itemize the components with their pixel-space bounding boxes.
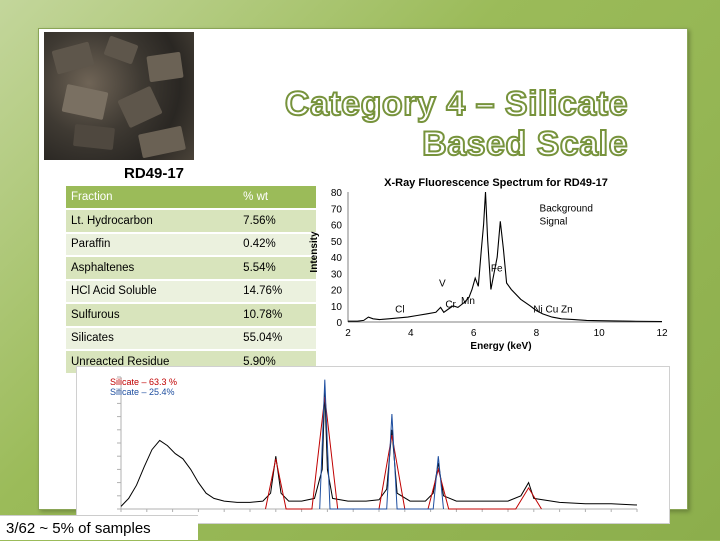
table-cell-fraction: Paraffin	[66, 232, 239, 257]
xrf-spectrum-chart: X-Ray Fluorescence Spectrum for RD49-17 …	[309, 177, 668, 352]
table-header-fraction: Fraction	[66, 186, 239, 210]
table-cell-wt: 14.76%	[238, 279, 316, 304]
table-header-wt: % wt	[238, 186, 316, 210]
table-row: Sulfurous 10.78%	[66, 303, 316, 328]
table-cell-fraction: HCl Acid Soluble	[66, 279, 239, 304]
slide-title-line1: Category 4 – Silicate	[284, 84, 629, 124]
table-cell-wt: 55.04%	[238, 326, 316, 351]
y-tick-label: 30	[331, 269, 343, 280]
spectra-legend: Silicate – 63.3 % Silicate – 25.4%	[110, 377, 177, 397]
slide-title-line2: Based Scale	[421, 124, 628, 164]
y-tick-label: 40	[331, 253, 343, 264]
table-cell-wt: 10.78%	[238, 303, 316, 328]
y-tick-label: 10	[331, 302, 343, 313]
x-tick-label: 6	[471, 328, 477, 339]
peak-annotation: Mn	[461, 296, 475, 307]
y-tick-label: 70	[331, 204, 343, 215]
table-row: Paraffin 0.42%	[66, 232, 316, 257]
spectra-series-line	[265, 396, 542, 510]
table-row: HCl Acid Soluble 14.76%	[66, 279, 316, 304]
spectra-series-line	[319, 379, 444, 510]
table-cell-fraction: Asphaltenes	[66, 256, 239, 281]
x-tick-label: 10	[594, 328, 606, 339]
x-tick-label: 2	[345, 328, 351, 339]
y-tick-label: 50	[331, 237, 343, 248]
y-tick-label: 0	[336, 318, 342, 329]
peak-annotation: Ni Cu Zn	[533, 304, 572, 315]
spectrum-line	[348, 191, 663, 323]
chart-title: X-Ray Fluorescence Spectrum for RD49-17	[384, 177, 608, 189]
fraction-table: Fraction % wt Lt. Hydrocarbon 7.56% Para…	[66, 186, 316, 375]
table-cell-wt: 0.42%	[238, 232, 316, 257]
x-tick-label: 4	[408, 328, 414, 339]
table-cell-wt: 7.56%	[238, 209, 316, 234]
table-cell-wt: 5.54%	[238, 256, 316, 281]
slide-title: Category 4 – Silicate Based Scale	[248, 84, 629, 164]
table-header-row: Fraction % wt	[66, 186, 316, 210]
y-tick-label: 80	[331, 188, 343, 199]
x-tick-label: 12	[656, 328, 668, 339]
table-cell-fraction: Silicates	[66, 326, 239, 351]
legend-silicate-63: Silicate – 63.3 %	[110, 377, 178, 387]
legend-silicate-25: Silicate – 25.4%	[110, 387, 175, 397]
slide-footer: 3/62 ~ 5% of samples	[0, 515, 198, 540]
table-row: Lt. Hydrocarbon 7.56%	[66, 209, 316, 234]
table-row: Asphaltenes 5.54%	[66, 256, 316, 281]
peak-annotation: V	[439, 278, 446, 289]
peak-annotation: Cr	[445, 299, 456, 310]
x-axis-label: Energy (keV)	[470, 341, 531, 352]
table-cell-fraction: Lt. Hydrocarbon	[66, 209, 239, 234]
y-tick-label: 20	[331, 286, 343, 297]
peak-annotation: Cl	[395, 304, 404, 315]
y-axis-label: Intensity	[309, 231, 320, 273]
spectra-series-line	[120, 390, 638, 507]
table-row: Silicates 55.04%	[66, 326, 316, 351]
table-title: RD49-17	[123, 165, 185, 182]
peak-annotation: Fe	[491, 264, 503, 275]
peak-annotation: Background	[540, 204, 593, 215]
x-tick-label: 8	[534, 328, 540, 339]
comparison-spectra-chart	[76, 366, 670, 524]
table-cell-fraction: Sulfurous	[66, 303, 239, 328]
peak-annotation: Signal	[540, 217, 568, 228]
scale-sample-photo	[44, 32, 194, 160]
y-tick-label: 60	[331, 221, 343, 232]
